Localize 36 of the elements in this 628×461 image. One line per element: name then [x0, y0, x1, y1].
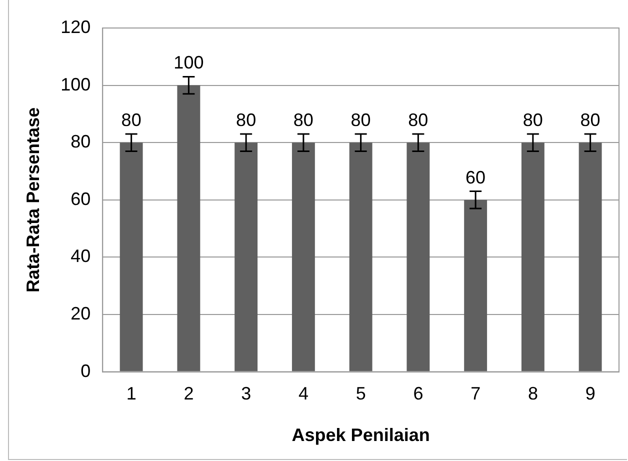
- bar: [406, 142, 430, 372]
- x-tick-label: 1: [126, 384, 136, 404]
- y-tick-label: 40: [70, 246, 91, 266]
- bar: [578, 142, 602, 372]
- bar: [120, 142, 143, 372]
- x-tick-label: 7: [470, 384, 481, 404]
- x-tick-label: 2: [184, 384, 194, 404]
- x-tick-label: 6: [413, 384, 424, 404]
- y-tick-label: 100: [60, 74, 91, 94]
- data-label: 80: [350, 110, 371, 130]
- data-label: 100: [174, 52, 204, 73]
- x-tick-label: 9: [585, 384, 596, 404]
- x-tick-label: 8: [528, 384, 538, 404]
- data-label: 60: [466, 167, 486, 188]
- y-axis-title: Rata-Rata Persentase: [22, 107, 43, 292]
- y-tick-label: 60: [70, 188, 91, 209]
- y-tick-label: 0: [80, 360, 91, 381]
- x-tick-label: 4: [298, 384, 308, 404]
- data-label: 80: [522, 110, 543, 130]
- y-tick-label: 80: [70, 132, 91, 152]
- y-tick-label: 20: [70, 303, 91, 324]
- data-label: 80: [408, 110, 428, 130]
- data-label: 80: [121, 110, 142, 130]
- data-label: 80: [236, 110, 256, 130]
- y-tick-label: 120: [60, 16, 91, 37]
- x-tick-label: 3: [241, 384, 252, 404]
- bar: [177, 85, 200, 372]
- x-axis-title: Aspek Penilaian: [292, 425, 430, 446]
- data-label: 80: [580, 110, 600, 130]
- bar: [349, 142, 372, 372]
- bar: [292, 142, 315, 372]
- bar: [234, 142, 258, 372]
- bar: [464, 200, 488, 372]
- x-tick-label: 5: [356, 384, 366, 404]
- data-label: 80: [293, 110, 314, 130]
- bar: [521, 142, 544, 372]
